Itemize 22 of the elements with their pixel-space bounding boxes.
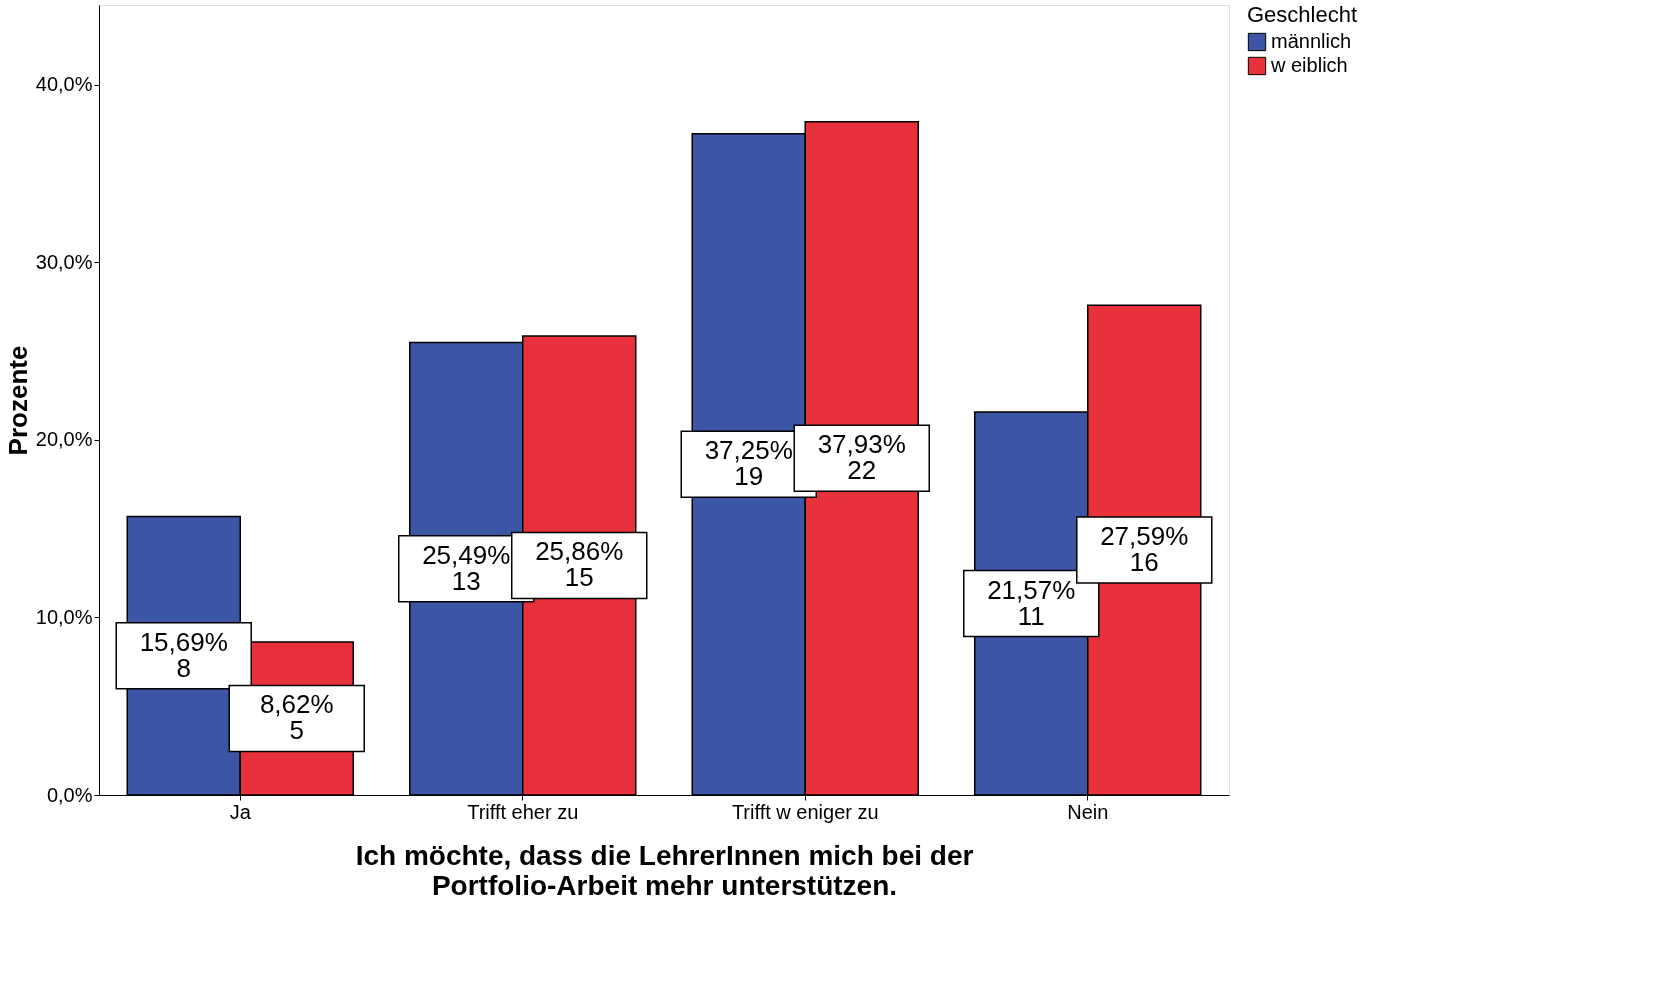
legend-label: männlich [1271,30,1352,52]
y-tick-label: 10,0% [35,605,93,628]
data-label: 37,25% 19 [704,435,793,492]
x-tick-label: Trifft eher zu [467,800,579,823]
data-label: 8,62% 5 [259,689,334,746]
data-label: 21,57% 11 [987,574,1076,631]
data-label: 37,93% 22 [817,429,906,486]
legend-label: w eiblich [1270,54,1348,76]
data-label: 15,69% 8 [139,626,228,683]
data-label: 27,59% 16 [1100,521,1189,578]
y-tick-label: 40,0% [35,73,93,96]
x-tick-label: Ja [229,800,252,823]
y-tick-label: 30,0% [35,250,93,273]
y-tick-label: 0,0% [46,783,93,806]
legend-title: Geschlecht [1247,2,1358,27]
data-label: 25,49% 13 [422,539,511,596]
x-tick-label: Trifft w eniger zu [731,800,879,823]
data-label: 25,86% 15 [535,536,624,593]
y-tick-label: 20,0% [35,428,93,451]
x-tick-label: Nein [1067,800,1109,823]
x-axis-title: Ich möchte, dass die LehrerInnen mich bei der Portfolio-Arbeit mehr unterstützen. [355,839,974,901]
y-axis-title: Prozente [2,345,33,456]
